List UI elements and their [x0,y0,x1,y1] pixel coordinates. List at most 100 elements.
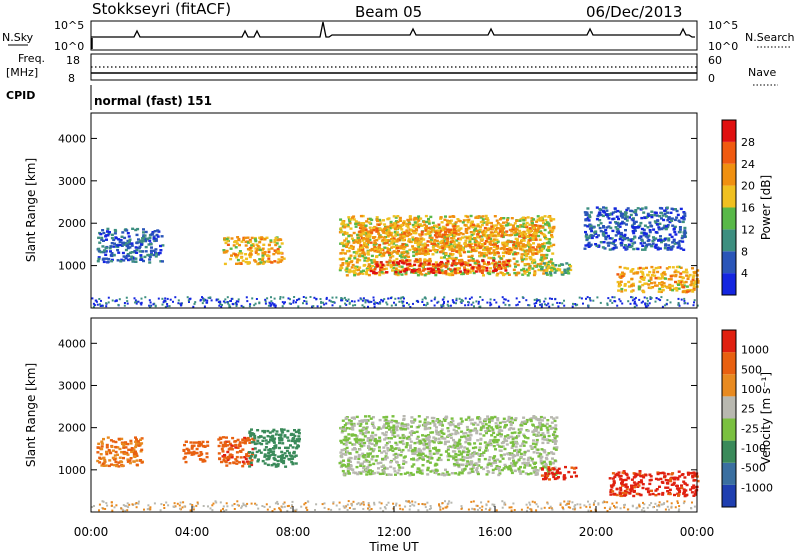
power-cell [363,253,366,256]
velocity-cell [400,424,404,427]
velocity-cell [355,441,359,444]
power-cell [260,237,264,241]
power-cell [644,303,647,306]
velocity-cell [280,428,283,431]
velocity-cell [508,457,511,461]
power-cell [428,234,432,237]
power-cell [520,253,524,256]
power-cell [541,219,545,222]
power-cell [643,241,646,245]
power-cell [667,278,671,281]
power-cell [390,304,393,307]
power-cell [436,242,440,245]
power-cell [370,261,374,264]
power-cell [96,260,100,263]
velocity-cell [500,468,504,472]
power-cell [533,270,537,273]
velocity-cell [407,435,411,439]
power-cell [461,221,465,224]
power-cell [293,296,296,298]
power-cell [112,245,116,248]
power-cell [646,302,649,305]
power-cell [658,215,662,218]
power-cell [484,239,488,243]
power-cell [459,244,463,248]
velocity-cell [437,449,441,452]
velocity-cell [237,444,241,447]
power-cell [492,249,496,252]
power-cell [598,226,602,230]
velocity-cell [221,445,225,448]
velocity-cell [398,466,402,469]
power-cell [349,246,353,249]
velocity-cell [479,453,483,456]
velocity-cell [286,429,290,433]
power-cell [138,245,142,248]
power-cell [444,252,448,255]
power-cell [630,290,634,293]
power-cell [485,236,489,239]
power-cell [274,305,277,308]
power-cell [407,303,410,306]
power-cell [522,253,526,256]
power-cell [540,216,544,219]
power-cell [380,298,383,301]
power-cell [534,305,536,308]
power-cell [654,300,657,303]
power-cell [545,237,549,241]
power-cell [467,269,471,272]
velocity-cell [453,446,457,449]
power-cell [353,274,357,277]
power-cell [424,297,427,300]
velocity-cell [419,454,423,457]
power-cell [414,241,417,244]
power-cell [670,284,674,288]
power-cell [269,240,273,244]
power-cell [445,242,449,245]
power-cell [664,277,667,280]
power-cell [654,221,658,224]
velocity-cell [96,459,100,463]
power-cell [427,217,430,221]
power-cell [534,248,538,251]
velocity-cell [182,457,186,460]
power-cell [355,252,358,255]
power-cell [458,259,461,262]
power-cell [683,297,686,300]
velocity-cell [383,467,387,470]
power-cell [98,241,102,244]
power-cell [460,272,464,276]
velocity-cell [218,457,221,460]
velocity-cell [535,438,539,442]
power-cell [639,235,643,238]
velocity-cell [546,441,550,444]
power-cell [623,266,627,270]
power-cell [448,252,452,256]
power-cell [126,232,130,235]
power-cell [381,300,384,303]
power-cell [625,223,628,226]
velocity-cell [187,452,190,455]
power-cell [528,239,532,242]
power-cell [444,271,448,275]
power-cell [525,225,529,228]
power-cell [534,265,538,268]
power-cell [431,245,435,249]
power-cell [489,251,493,255]
power-cell [194,301,197,304]
power-cell [105,302,108,305]
power-cell [526,229,530,232]
velocity-cell [427,444,431,447]
power-cell [487,221,491,224]
power-cell [692,285,696,288]
power-cell [424,214,428,218]
velocity-cell [276,459,280,463]
velocity-cell [241,448,245,451]
power-cell [154,237,158,241]
velocity-cell [468,418,472,422]
velocity-cell [282,428,286,431]
power-cell [148,233,152,237]
power-cell [419,237,423,240]
power-cell [390,297,392,300]
power-cell [221,304,223,306]
